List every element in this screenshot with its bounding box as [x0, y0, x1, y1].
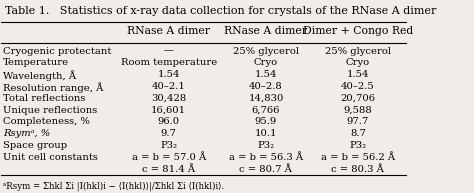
Text: 20,706: 20,706	[340, 94, 375, 103]
Text: Temperature: Temperature	[3, 58, 69, 67]
Text: P3₂: P3₂	[349, 141, 366, 150]
Text: 40–2.5: 40–2.5	[341, 82, 375, 91]
Text: Resolution range, Å: Resolution range, Å	[3, 82, 103, 93]
Text: Dimer + Congo Red: Dimer + Congo Red	[303, 26, 413, 36]
Text: Cryo: Cryo	[346, 58, 370, 67]
Text: 9.7: 9.7	[161, 129, 177, 138]
Text: a = b = 56.2 Å: a = b = 56.2 Å	[321, 153, 395, 162]
Text: c = 81.4 Å: c = 81.4 Å	[142, 165, 195, 174]
Text: 40–2.8: 40–2.8	[249, 82, 283, 91]
Text: Wavelength, Å: Wavelength, Å	[3, 70, 76, 81]
Text: 1.54: 1.54	[255, 70, 277, 79]
Text: 96.0: 96.0	[158, 118, 180, 126]
Text: P3₂: P3₂	[257, 141, 274, 150]
Text: RNase A dimer: RNase A dimer	[224, 26, 308, 36]
Text: 1.54: 1.54	[157, 70, 180, 79]
Text: 14,830: 14,830	[248, 94, 283, 103]
Text: Completeness, %: Completeness, %	[3, 118, 90, 126]
Text: 6,766: 6,766	[252, 106, 280, 115]
Text: 25% glycerol: 25% glycerol	[325, 47, 391, 56]
Text: c = 80.3 Å: c = 80.3 Å	[331, 165, 384, 174]
Text: 30,428: 30,428	[151, 94, 186, 103]
Text: 40–2.1: 40–2.1	[152, 82, 186, 91]
Text: Rsymᵃ, %: Rsymᵃ, %	[3, 129, 50, 138]
Text: P3₂: P3₂	[160, 141, 177, 150]
Text: 8.7: 8.7	[350, 129, 366, 138]
Text: 10.1: 10.1	[255, 129, 277, 138]
Text: Space group: Space group	[3, 141, 67, 150]
Text: Total reflections: Total reflections	[3, 94, 85, 103]
Text: Room temperature: Room temperature	[120, 58, 217, 67]
Text: 1.54: 1.54	[346, 70, 369, 79]
Text: 97.7: 97.7	[346, 118, 369, 126]
Text: a = b = 57.0 Å: a = b = 57.0 Å	[132, 153, 206, 162]
Text: 9,588: 9,588	[344, 106, 372, 115]
Text: 25% glycerol: 25% glycerol	[233, 47, 299, 56]
Text: c = 80.7 Å: c = 80.7 Å	[239, 165, 292, 174]
Text: 16,601: 16,601	[151, 106, 186, 115]
Text: —: —	[164, 47, 174, 56]
Text: Unique reflections: Unique reflections	[3, 106, 97, 115]
Text: Unit cell constants: Unit cell constants	[3, 153, 98, 162]
Text: RNase A dimer: RNase A dimer	[127, 26, 210, 36]
Text: 95.9: 95.9	[255, 118, 277, 126]
Text: ᵃRsym = Σhkl Σi |I(hkl)i − ⟨I(hkl)⟩|/Σhkl Σi ⟨I(hkl)i⟩.: ᵃRsym = Σhkl Σi |I(hkl)i − ⟨I(hkl)⟩|/Σhk…	[3, 181, 224, 191]
Text: a = b = 56.3 Å: a = b = 56.3 Å	[229, 153, 303, 162]
Text: Cryogenic protectant: Cryogenic protectant	[3, 47, 111, 56]
Text: Table 1.   Statistics of x-ray data collection for crystals of the RNase A dimer: Table 1. Statistics of x-ray data collec…	[5, 6, 436, 16]
Text: Cryo: Cryo	[254, 58, 278, 67]
